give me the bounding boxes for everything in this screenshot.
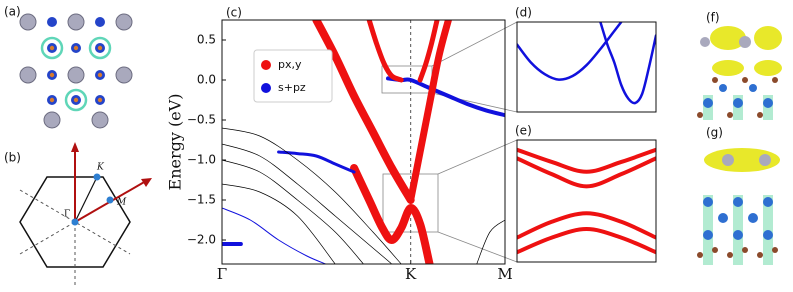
y-tick-label: 0.0 [197,73,216,87]
panel-label: (d) [515,6,532,20]
y-tick-label: −2.0 [187,233,216,247]
legend-swatch [261,60,271,70]
band [222,143,393,264]
band [417,20,440,83]
panel-label: (f) [706,11,720,25]
y-tick-label: −0.5 [187,113,216,127]
x-tick-label: Γ [217,265,227,283]
y-tick-label: 0.5 [197,33,216,47]
point-label: K [96,163,105,173]
band [277,150,356,174]
band [386,76,505,118]
panel-label: (b) [4,151,21,165]
plot-frame [221,19,506,265]
plot-frame [516,139,657,263]
lattice-diagram [19,13,133,129]
panel-label: (a) [4,5,21,19]
legend-label: px,y [278,58,302,71]
structure-f [697,26,782,120]
band [222,183,336,264]
point-label: Γ [64,210,70,220]
band [517,211,656,240]
brillouin-zone [19,142,152,288]
y-tick-label: −1.5 [187,193,216,207]
band [222,207,327,264]
band [517,156,656,189]
band [366,20,404,83]
band [517,147,656,174]
band [222,127,402,264]
legend-label: s+pz [278,81,306,94]
band [476,219,505,264]
panel-label: (e) [515,124,532,138]
band [599,22,656,105]
legend-swatch [261,83,271,93]
band [517,22,623,81]
legend-box [253,49,333,103]
panel-label: (c) [226,6,242,20]
band [222,159,364,264]
y-tick-label: −1.0 [187,153,216,167]
band [350,164,434,264]
panel-label: (g) [706,126,723,140]
y-axis-label: Energy (eV) [166,94,185,191]
band [517,227,656,255]
band [312,20,415,204]
plot-frame [516,21,657,113]
structure-g [697,148,780,265]
point-label: M [116,198,127,208]
band [407,20,452,204]
x-tick-label: K [405,265,417,283]
x-tick-label: M [497,265,512,283]
